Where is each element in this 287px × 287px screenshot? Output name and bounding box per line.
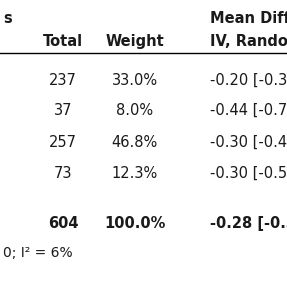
Text: 100.0%: 100.0% — [104, 216, 166, 231]
Text: 237: 237 — [49, 73, 77, 88]
Text: 37: 37 — [54, 103, 72, 118]
Text: 0; I² = 6%: 0; I² = 6% — [3, 246, 73, 259]
Text: -0.28 [-0.35: -0.28 [-0.35 — [210, 216, 287, 231]
Text: IV, Random: IV, Random — [210, 34, 287, 49]
Text: 604: 604 — [48, 216, 78, 231]
Text: -0.30 [-0.5: -0.30 [-0.5 — [210, 166, 287, 181]
Text: 73: 73 — [54, 166, 72, 181]
Text: 33.0%: 33.0% — [112, 73, 158, 88]
Text: Total: Total — [43, 34, 83, 49]
Text: -0.44 [-0.7: -0.44 [-0.7 — [210, 103, 287, 118]
Text: 12.3%: 12.3% — [112, 166, 158, 181]
Text: -0.20 [-0.3: -0.20 [-0.3 — [210, 73, 287, 88]
Text: 8.0%: 8.0% — [116, 103, 154, 118]
Text: Weight: Weight — [106, 34, 164, 49]
Text: Mean Differ: Mean Differ — [210, 11, 287, 26]
Text: -0.30 [-0.4: -0.30 [-0.4 — [210, 135, 287, 150]
Text: s: s — [3, 11, 11, 26]
Text: 257: 257 — [49, 135, 77, 150]
Text: 46.8%: 46.8% — [112, 135, 158, 150]
